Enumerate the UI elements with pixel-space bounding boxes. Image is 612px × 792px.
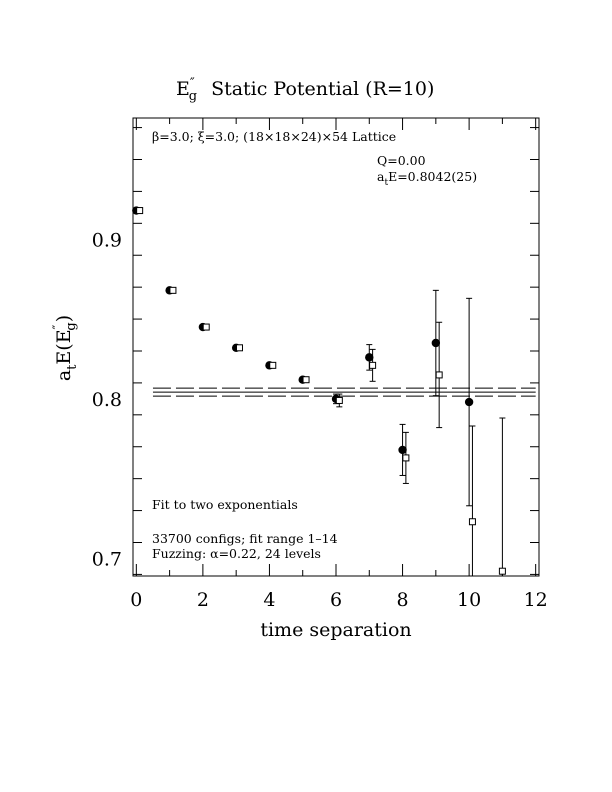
fit-annotation: Fit to two exponentials — [152, 497, 298, 512]
ylabel-sub: g — [64, 322, 79, 330]
title-rest: Static Potential (R=10) — [211, 78, 434, 100]
x-tick-label: 0 — [130, 589, 142, 611]
data-point — [464, 397, 474, 407]
x-tick-labels: 0 2 4 6 8 10 12 — [130, 589, 547, 611]
ylabel-close: ) — [53, 315, 75, 322]
series-2 — [136, 207, 506, 576]
data-point — [468, 518, 476, 526]
x-tick-label: 10 — [457, 589, 481, 611]
data-point — [498, 567, 506, 575]
data-point — [402, 454, 410, 462]
y-tick-label: 0.7 — [92, 548, 122, 570]
ylabel-sup: ″ — [51, 324, 66, 329]
data-point — [335, 396, 343, 404]
energy-sub: t — [384, 178, 388, 188]
lattice-annotation: β=3.0; ξ=3.0; (18×18×24)×54 Lattice — [152, 129, 396, 144]
title-base: E — [176, 78, 190, 100]
data-point — [269, 361, 277, 369]
x-tick-label: 8 — [397, 589, 409, 611]
title-sub: g — [189, 89, 197, 104]
x-tick-label: 6 — [330, 589, 342, 611]
ylabel-a: a — [53, 370, 75, 381]
chart-title: E″ g Static Potential (R=10) — [176, 76, 434, 104]
y-tick-label: 0.9 — [92, 229, 122, 251]
data-point — [431, 338, 441, 348]
y-tick-label: 0.8 — [92, 389, 122, 411]
x-tick-label: 12 — [524, 589, 548, 611]
title-sup: ″ — [190, 76, 195, 91]
data-point — [202, 323, 210, 331]
configs-annotation: 33700 configs; fit range 1–14 — [152, 531, 338, 546]
data-point — [398, 445, 407, 455]
energy-annotation: atE=0.8042(25) — [377, 169, 477, 188]
series-layer — [132, 206, 506, 576]
x-axis-label: time separation — [260, 619, 411, 641]
ylabel-a-sub: t — [65, 364, 80, 370]
q-annotation: Q=0.00 — [377, 153, 426, 168]
y-tick-labels: 0.7 0.8 0.9 — [92, 229, 122, 570]
data-point — [435, 371, 443, 379]
energy-prefix: a — [377, 169, 385, 184]
data-point — [235, 344, 243, 352]
x-tick-label: 2 — [197, 589, 209, 611]
data-point — [365, 353, 374, 362]
energy-rest: E=0.8042(25) — [388, 169, 477, 184]
x-tick-label: 4 — [263, 589, 275, 611]
fuzzing-annotation: Fuzzing: α=0.22, 24 levels — [152, 546, 321, 561]
y-axis-label: atE(E″g) — [51, 315, 80, 381]
data-point — [169, 286, 177, 294]
data-point — [369, 361, 377, 369]
fit-band — [152, 387, 536, 397]
data-point — [302, 376, 310, 384]
data-point — [136, 207, 144, 215]
axis-ticks — [133, 118, 539, 576]
series-1 — [132, 206, 474, 507]
ylabel-e: E(E — [53, 329, 75, 364]
